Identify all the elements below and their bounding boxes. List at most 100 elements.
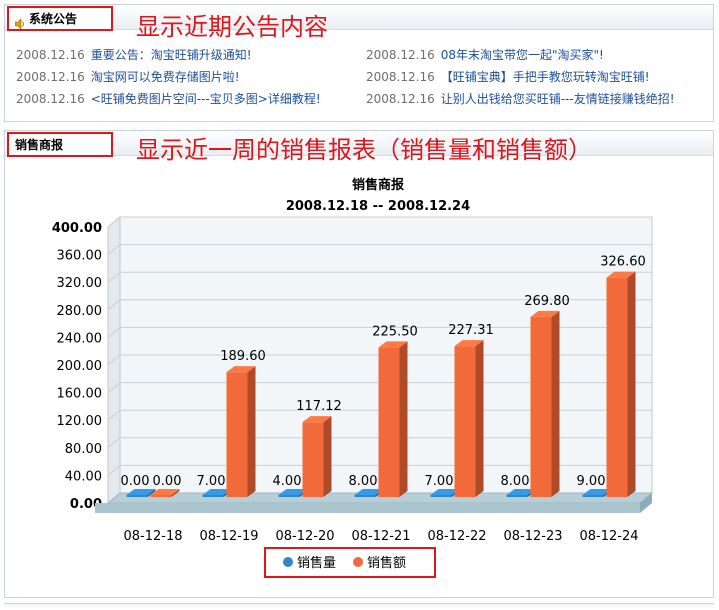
sales-tab[interactable]: 销售商报 xyxy=(7,132,113,157)
y-tick-label: 120.00 xyxy=(57,414,103,429)
notice-title[interactable]: 【旺铺宝典】手把手教您玩转淘宝旺铺! xyxy=(440,70,650,84)
y-tick-label: 160.00 xyxy=(57,387,103,402)
data-label: 7.00 xyxy=(197,474,226,489)
y-tick-label: 0.00 xyxy=(70,497,102,512)
bar-top xyxy=(582,489,612,495)
x-tick-label: 08-12-19 xyxy=(199,529,258,544)
data-label: 7.00 xyxy=(425,474,454,489)
notice-tab[interactable]: 系统公告 xyxy=(7,6,113,31)
gridline xyxy=(107,271,652,283)
notice-annotation: 显示近期公告内容 xyxy=(136,13,328,41)
data-label: 225.50 xyxy=(372,324,418,339)
legend-label: 销售量 xyxy=(297,555,336,571)
notice-item[interactable]: 2008.12.16 <旺铺免费图片空间---宝贝多图>详细教程! xyxy=(16,90,321,107)
notice-date: 2008.12.16 xyxy=(366,70,435,84)
data-label: 326.60 xyxy=(600,255,646,270)
bar-top xyxy=(126,489,156,495)
bar-top xyxy=(202,489,232,495)
legend-box xyxy=(264,547,436,578)
notice-item[interactable]: 2008.12.16 淘宝网可以免费存储图片啦! xyxy=(16,68,240,85)
bar-top xyxy=(150,489,180,495)
bar-top xyxy=(226,366,256,373)
notice-date: 2008.12.16 xyxy=(366,48,435,62)
notice-title[interactable]: 淘宝网可以免费存储图片啦! xyxy=(90,70,240,84)
bar xyxy=(150,495,172,497)
sales-panel-header xyxy=(5,131,713,156)
chart-floor-front xyxy=(95,503,640,513)
bottom-divider xyxy=(4,603,714,610)
bar xyxy=(278,495,300,497)
y-tick-label: 280.00 xyxy=(57,304,103,319)
data-label: 8.00 xyxy=(501,474,530,489)
chart-title: 销售商报 xyxy=(352,177,405,193)
data-label: 0.00 xyxy=(153,474,182,489)
bar-top xyxy=(506,489,536,495)
notice-item[interactable]: 2008.12.16 【旺铺宝典】手把手教您玩转淘宝旺铺! xyxy=(366,68,650,85)
bar-side xyxy=(323,416,332,497)
bar xyxy=(606,277,628,497)
data-label: 9.00 xyxy=(577,474,606,489)
bar-side xyxy=(171,489,180,497)
chart-floor-side xyxy=(640,493,652,513)
bar-side xyxy=(475,340,484,497)
gridline xyxy=(107,299,652,311)
y-tick-label: 360.00 xyxy=(57,249,103,264)
gridline xyxy=(107,244,652,255)
notice-date: 2008.12.16 xyxy=(16,92,85,106)
notice-item[interactable]: 2008.12.16 让别人出钱给您买旺铺---友情链接赚钱绝招! xyxy=(366,90,675,107)
y-tick-label: 400.00 xyxy=(52,221,102,236)
notice-date: 2008.12.16 xyxy=(16,48,85,62)
bar-top xyxy=(530,310,560,317)
bar-side xyxy=(247,366,256,497)
legend-label: 销售额 xyxy=(367,555,406,571)
bar xyxy=(226,372,248,497)
notice-title[interactable]: 重要公告：淘宝旺铺升级通知! xyxy=(90,48,252,62)
bar xyxy=(454,346,476,497)
notice-title[interactable]: 08年末淘宝带您一起"淘买家"! xyxy=(440,48,604,62)
bar-top xyxy=(378,341,408,348)
bar xyxy=(506,495,528,497)
notice-panel: 系统公告 显示近期公告内容 2008.12.16 重要公告：淘宝旺铺升级通知! 2… xyxy=(4,4,714,122)
sales-tab-label: 销售商报 xyxy=(15,138,64,152)
data-label: 117.12 xyxy=(296,399,342,414)
bar-top xyxy=(606,271,636,278)
y-tick-label: 80.00 xyxy=(65,442,102,457)
bar-top xyxy=(430,489,460,495)
data-label: 8.00 xyxy=(349,474,378,489)
data-label: 4.00 xyxy=(273,474,302,489)
notice-title[interactable]: <旺铺免费图片空间---宝贝多图>详细教程! xyxy=(90,92,321,106)
data-label: 269.80 xyxy=(524,294,570,309)
data-label: 0.00 xyxy=(121,474,150,489)
bar-top xyxy=(278,489,308,495)
notice-date: 2008.12.16 xyxy=(366,92,435,106)
bar xyxy=(530,316,552,497)
x-tick-label: 08-12-22 xyxy=(427,529,486,544)
legend-marker xyxy=(353,557,363,567)
data-label: 227.31 xyxy=(448,323,494,338)
bar-top xyxy=(454,340,484,347)
notice-title[interactable]: 让别人出钱给您买旺铺---友情链接赚钱绝招! xyxy=(440,92,675,106)
y-tick-label: 40.00 xyxy=(65,469,102,484)
bar xyxy=(378,347,400,497)
bar-top xyxy=(302,416,332,423)
bar xyxy=(202,495,224,497)
bar xyxy=(430,495,452,497)
x-tick-label: 08-12-20 xyxy=(275,529,334,544)
sales-annotation: 显示近一周的销售报表（销售量和销售额） xyxy=(136,136,592,164)
bar-side xyxy=(551,310,560,497)
notice-tab-label: 系统公告 xyxy=(29,12,78,26)
notice-item[interactable]: 2008.12.16 08年末淘宝带您一起"淘买家"! xyxy=(366,46,604,63)
notice-date: 2008.12.16 xyxy=(16,70,85,84)
bar xyxy=(582,495,604,497)
bar-side xyxy=(399,341,408,497)
bar xyxy=(302,422,324,497)
data-label: 189.60 xyxy=(220,349,266,364)
bar-top xyxy=(354,489,384,495)
x-tick-label: 08-12-23 xyxy=(503,529,562,544)
y-tick-label: 320.00 xyxy=(57,276,103,291)
gridline xyxy=(107,326,652,338)
gridline xyxy=(107,216,652,228)
notice-item[interactable]: 2008.12.16 重要公告：淘宝旺铺升级通知! xyxy=(16,46,252,63)
x-tick-label: 08-12-21 xyxy=(351,529,410,544)
